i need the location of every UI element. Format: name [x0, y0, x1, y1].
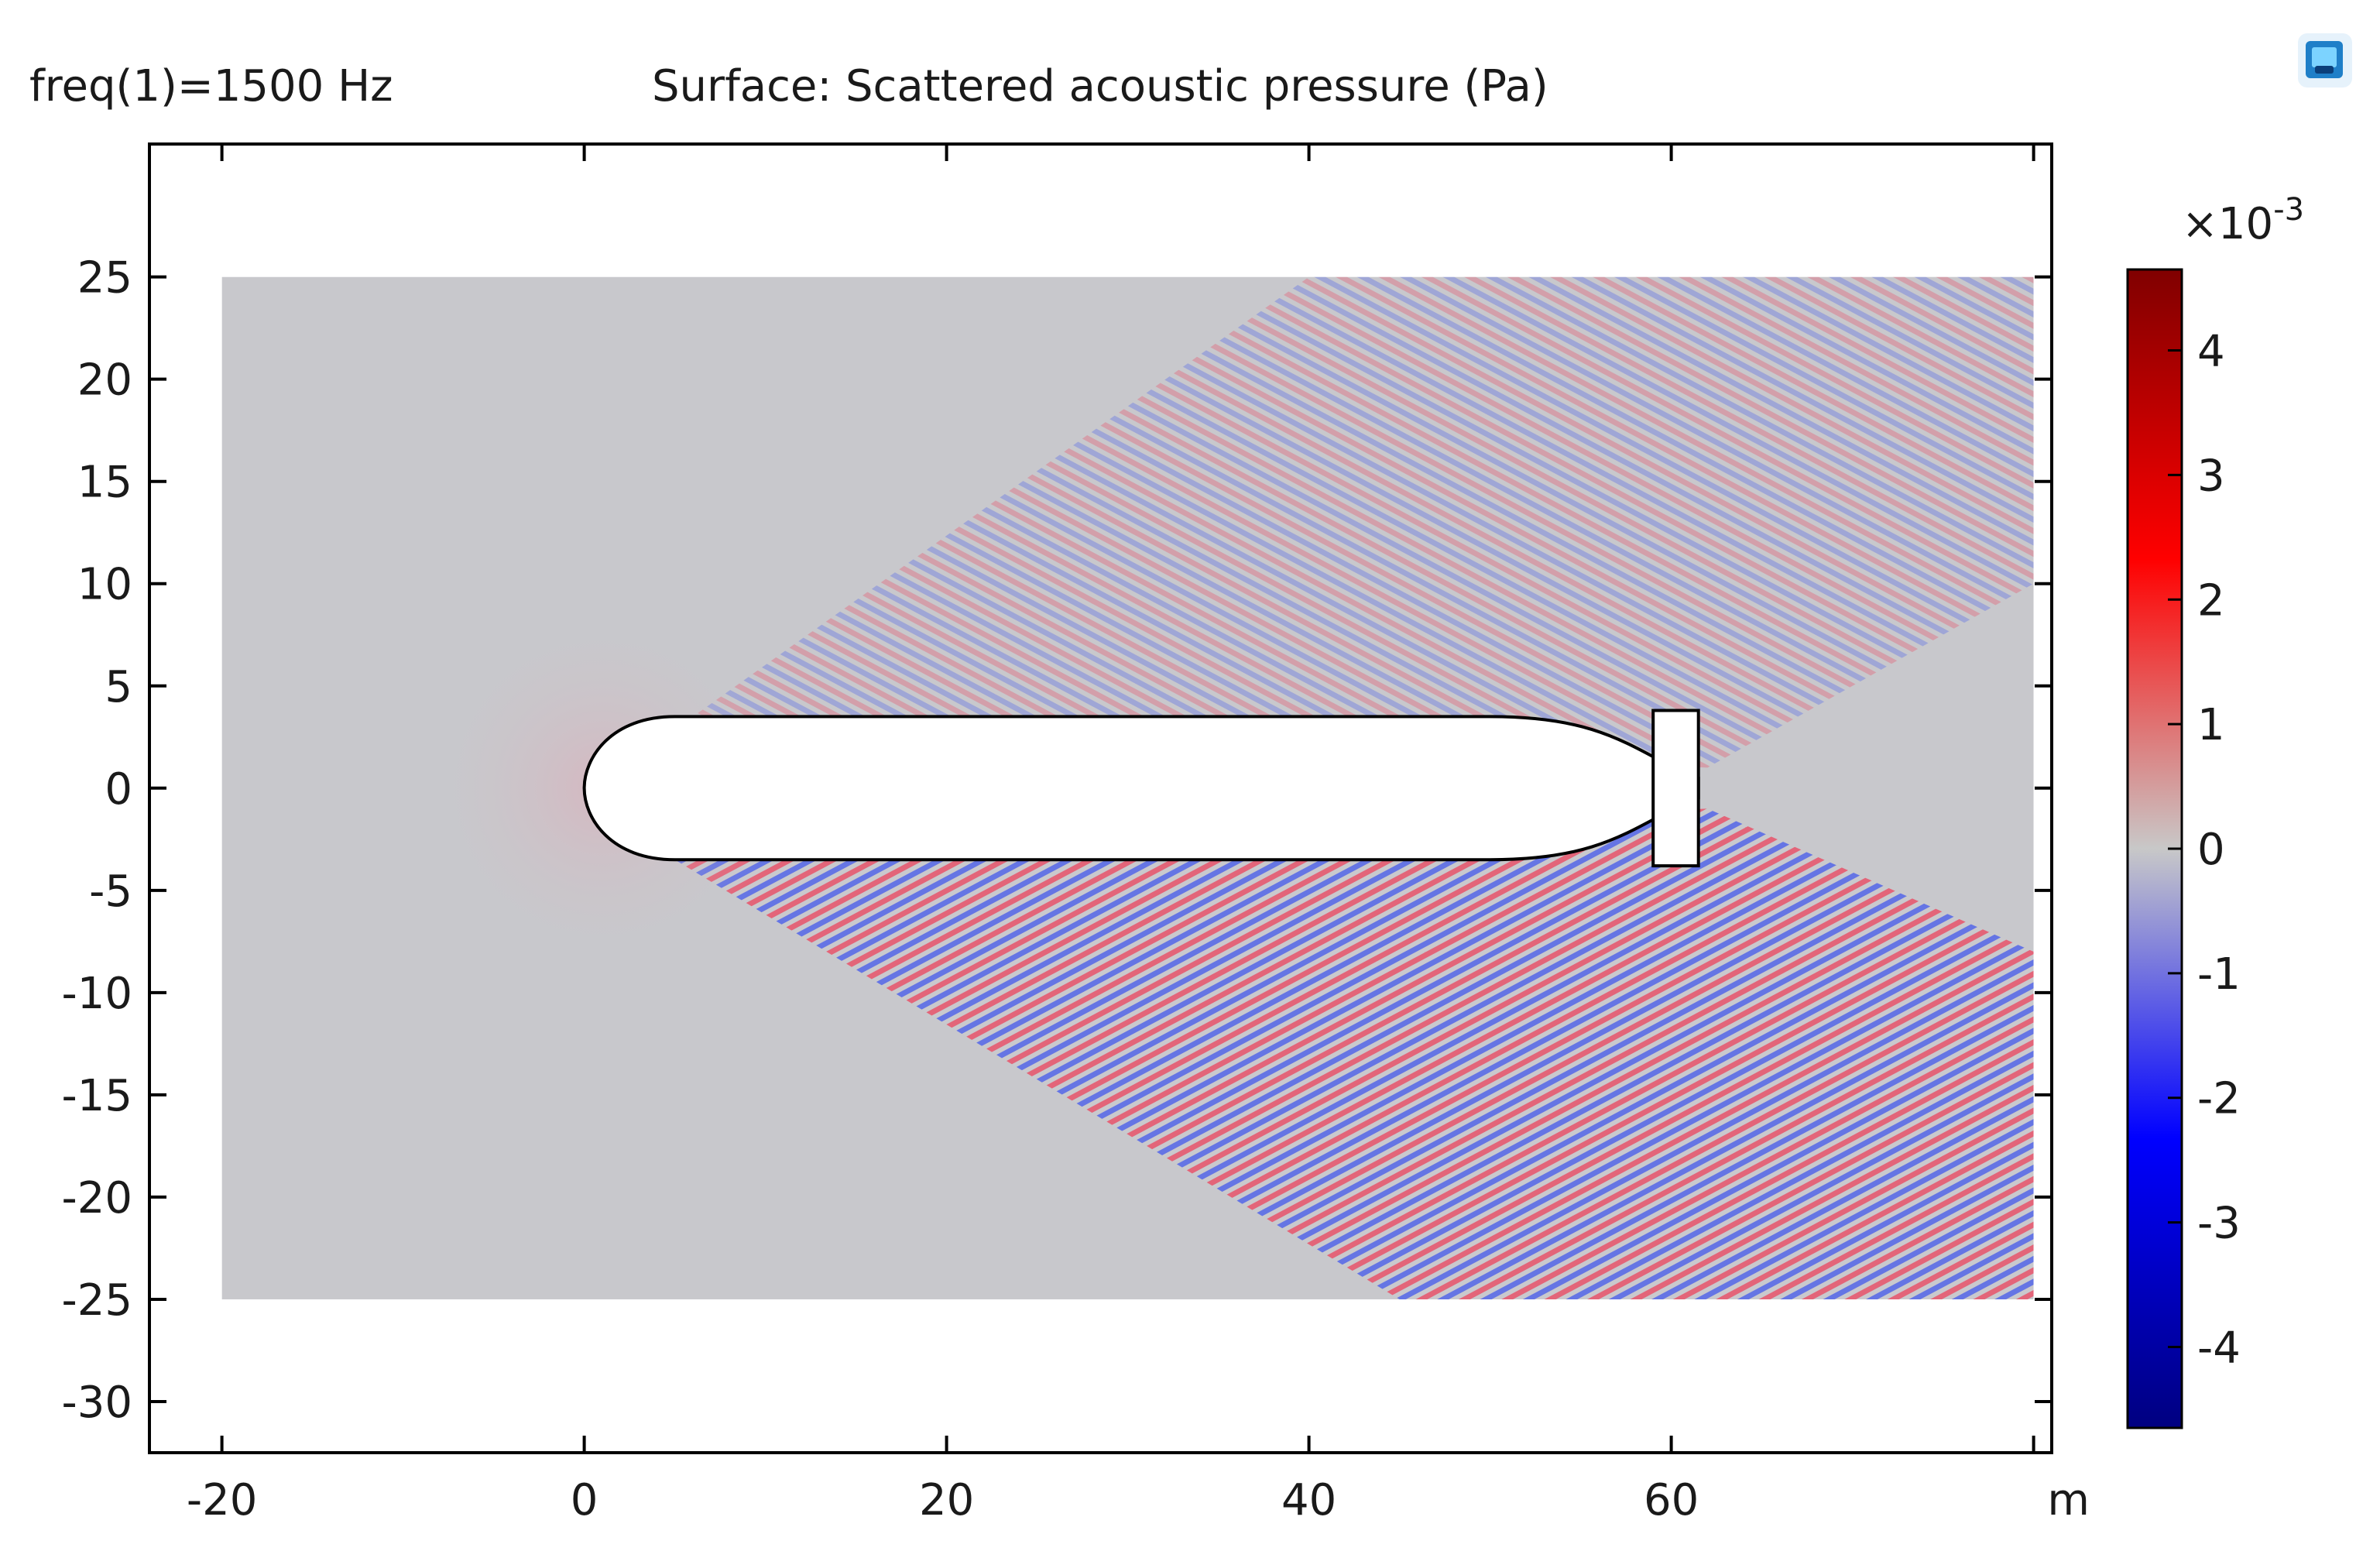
y-tick-label: -15 [62, 1071, 132, 1121]
y-tick-label: 5 [105, 662, 132, 712]
colorbar-tick-label: 3 [2197, 451, 2225, 501]
colorbar-tick-label: 2 [2197, 575, 2225, 626]
colorbar-tick-label: 1 [2197, 700, 2225, 750]
x-tick-label: 60 [1644, 1475, 1699, 1525]
y-tick-label: -10 [62, 969, 132, 1019]
colorbar-tick-label: -2 [2197, 1074, 2241, 1124]
x-tick-label: 0 [571, 1475, 598, 1525]
y-tick-label: 25 [77, 253, 132, 304]
submarine-hull-obstacle [582, 715, 1700, 862]
y-tick-label: 10 [77, 560, 132, 610]
y-tick-label: -25 [62, 1275, 132, 1326]
y-axis-ticks: 25 20 15 10 5 0 -5 -10 -15 -20 -25 -30 [62, 253, 2052, 1428]
x-axis-ticks: -20 0 20 40 60 [187, 144, 2035, 1525]
y-tick-label: -20 [62, 1173, 132, 1223]
submarine-tail-fin [1651, 709, 1700, 868]
plot-title: Surface: Scattered acoustic pressure (Pa… [652, 61, 1548, 112]
y-tick-label: 15 [77, 458, 132, 508]
upper-scatter-lobe [693, 276, 2034, 768]
colorbar-tick-label: 0 [2197, 825, 2225, 875]
colorbar-multiplier-exponent: -3 [2273, 192, 2304, 228]
pressure-field [221, 276, 2034, 1299]
x-axis-unit: m [2047, 1475, 2090, 1525]
x-tick-label: 40 [1281, 1475, 1336, 1525]
y-tick-label: -5 [89, 867, 132, 917]
colorbar-tick-label: -3 [2197, 1199, 2241, 1249]
y-tick-label: 20 [77, 355, 132, 406]
axes-frame [148, 142, 2053, 1454]
comsol-logo-icon[interactable] [2298, 33, 2352, 88]
colorbar-tick-label: 4 [2197, 327, 2225, 377]
colorbar-multiplier-base: ×10 [2182, 199, 2273, 249]
lower-scatter-lobe [674, 808, 2034, 1299]
y-tick-label: -30 [62, 1378, 132, 1428]
colorbar-multiplier: ×10-3 [2182, 192, 2304, 249]
colorbar-tick-label: -4 [2197, 1323, 2241, 1373]
frequency-label: freq(1)=1500 Hz [29, 61, 393, 112]
x-tick-label: -20 [187, 1475, 257, 1525]
colorbar-tick-label: -1 [2197, 949, 2241, 1000]
colorbar-ticks: 4 3 2 1 0 -1 -2 -3 -4 [2168, 327, 2241, 1373]
y-tick-label: 0 [105, 764, 132, 815]
x-tick-label: 20 [919, 1475, 974, 1525]
